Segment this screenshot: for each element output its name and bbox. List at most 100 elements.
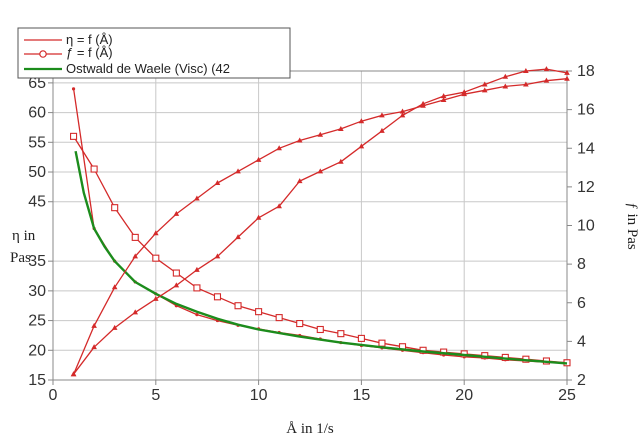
grid xyxy=(52,71,568,381)
data-point-f-rising-2 xyxy=(214,253,221,259)
legend-label-f: ƒ = f (Å) xyxy=(66,45,113,60)
data-point-f xyxy=(316,325,324,334)
data-point-f xyxy=(193,284,201,292)
data-point-f-rising-1 xyxy=(153,230,159,236)
data-point-f-rising-2 xyxy=(111,324,118,330)
data-point-f xyxy=(90,165,98,173)
data-point-f-rising-2 xyxy=(194,266,200,272)
data-point-f-rising-2 xyxy=(91,344,97,350)
y-left-tick-label: 60 xyxy=(28,105,46,122)
data-point-f-rising-2 xyxy=(461,89,467,95)
y-right-tick-label: 18 xyxy=(577,63,595,80)
data-point-f xyxy=(378,339,386,347)
y-left-tick-label: 45 xyxy=(28,194,46,211)
data-point-f-rising-2 xyxy=(564,69,570,75)
data-point-f-rising-2 xyxy=(296,178,303,184)
data-point-f-rising-1 xyxy=(543,77,550,83)
data-point-f-rising-2 xyxy=(379,127,385,133)
x-axis-label: Å in 1/s xyxy=(286,421,334,437)
data-point-f-rising-1 xyxy=(255,156,262,162)
data-point-f-rising-2 xyxy=(481,81,488,87)
y-axis-left-label-line1: η in xyxy=(12,228,36,244)
y-right-tick-label: 10 xyxy=(577,218,595,235)
data-point-f-rising-2 xyxy=(235,234,241,240)
data-point-f-rising-1 xyxy=(564,75,570,81)
y-left-tick-label: 65 xyxy=(28,75,46,92)
y-left-tick-label: 35 xyxy=(28,253,46,270)
data-point-f-rising-2 xyxy=(173,282,180,288)
y-left-tick-label: 15 xyxy=(28,372,46,389)
y-right-tick-label: 12 xyxy=(577,179,595,196)
data-point-f xyxy=(70,132,78,140)
series-layer xyxy=(70,66,571,377)
data-point-f-rising-1 xyxy=(296,137,303,143)
y-left-tick-label: 25 xyxy=(28,313,46,330)
data-point-f-rising-1 xyxy=(358,118,365,124)
data-point-f-rising-1 xyxy=(111,284,118,290)
data-point-eta xyxy=(71,87,76,91)
data-point-f xyxy=(275,314,283,322)
data-point-f-rising-1 xyxy=(399,108,406,114)
data-point-f-rising-2 xyxy=(338,158,344,164)
data-point-f xyxy=(111,204,119,212)
y-left-tick-label: 55 xyxy=(28,134,46,151)
data-point-f-rising-2 xyxy=(358,143,365,149)
data-point-f-rising-1 xyxy=(379,112,385,118)
data-point-f-rising-2 xyxy=(317,168,324,174)
data-point-f-rising-1 xyxy=(523,81,529,87)
data-point-f-rising-2 xyxy=(523,68,529,73)
x-tick-label: 25 xyxy=(558,387,576,404)
x-tick-label: 15 xyxy=(353,387,371,404)
data-point-f xyxy=(255,308,263,316)
data-point-f-rising-2 xyxy=(153,295,159,301)
data-point-f xyxy=(131,233,139,241)
y-axis-left-label-line2: Pas xyxy=(10,250,31,266)
data-point-f-rising-1 xyxy=(235,168,241,174)
y-right-tick-label: 8 xyxy=(577,256,586,273)
data-point-f-rising-2 xyxy=(440,93,447,99)
data-point-f-rising-2 xyxy=(502,73,509,79)
data-point-f-rising-1 xyxy=(338,125,344,131)
data-point-f-rising-1 xyxy=(502,83,509,89)
data-point-f xyxy=(172,269,180,277)
data-point-f xyxy=(234,302,242,310)
data-point-f-rising-1 xyxy=(317,131,324,137)
x-tick-label: 10 xyxy=(250,387,268,404)
data-point-f xyxy=(296,319,304,328)
data-point-f-rising-1 xyxy=(276,145,282,151)
x-tick-label: 5 xyxy=(151,387,160,404)
plot-frame xyxy=(52,70,568,381)
y-right-tick-label: 4 xyxy=(577,333,586,350)
data-point-f xyxy=(152,254,160,262)
data-point-f-rising-2 xyxy=(543,66,550,72)
y-left-tick-label: 30 xyxy=(28,283,46,300)
ticks: 0 5 10 15 20 25 15 20 25 30 35 45 50 55 60 65 2 4 6 8 10 12 14… xyxy=(28,63,595,404)
data-point-f-rising-1 xyxy=(173,210,180,216)
data-point-f-rising-2 xyxy=(276,203,282,209)
data-point-f xyxy=(357,334,365,342)
data-point-f xyxy=(213,293,222,301)
y-left-tick-label: 50 xyxy=(28,164,46,181)
data-point-eta xyxy=(195,313,199,317)
data-point-f-rising-2 xyxy=(420,100,426,106)
data-point-f-rising-1 xyxy=(91,322,97,328)
y-right-tick-label: 16 xyxy=(577,102,595,119)
data-point-f-rising-1 xyxy=(132,253,139,259)
x-tick-label: 0 xyxy=(49,387,58,404)
data-point-f-rising-2 xyxy=(132,309,139,315)
y-axis-right-label: ƒ in Pas xyxy=(624,202,640,250)
series-line-ostwald-fit xyxy=(74,150,568,365)
data-point-f-rising-1 xyxy=(440,96,447,102)
data-point-f-rising-2 xyxy=(399,112,406,118)
y-right-tick-label: 2 xyxy=(577,372,586,389)
legend-label-eta: η = f (Å) xyxy=(66,32,113,47)
data-point-f-rising-1 xyxy=(194,195,200,201)
y-right-tick-label: 6 xyxy=(577,295,586,312)
data-point-f-rising-2 xyxy=(255,214,262,220)
series-line-eta xyxy=(72,88,568,365)
data-point-f-rising-1 xyxy=(214,180,221,186)
x-tick-label: 20 xyxy=(455,387,473,404)
legend-label-fit: Ostwald de Waele (Visc) (42 xyxy=(66,61,230,76)
legend: η = f (Å) ƒ = f (Å) Ostwald de Waele (Vi… xyxy=(17,27,291,79)
